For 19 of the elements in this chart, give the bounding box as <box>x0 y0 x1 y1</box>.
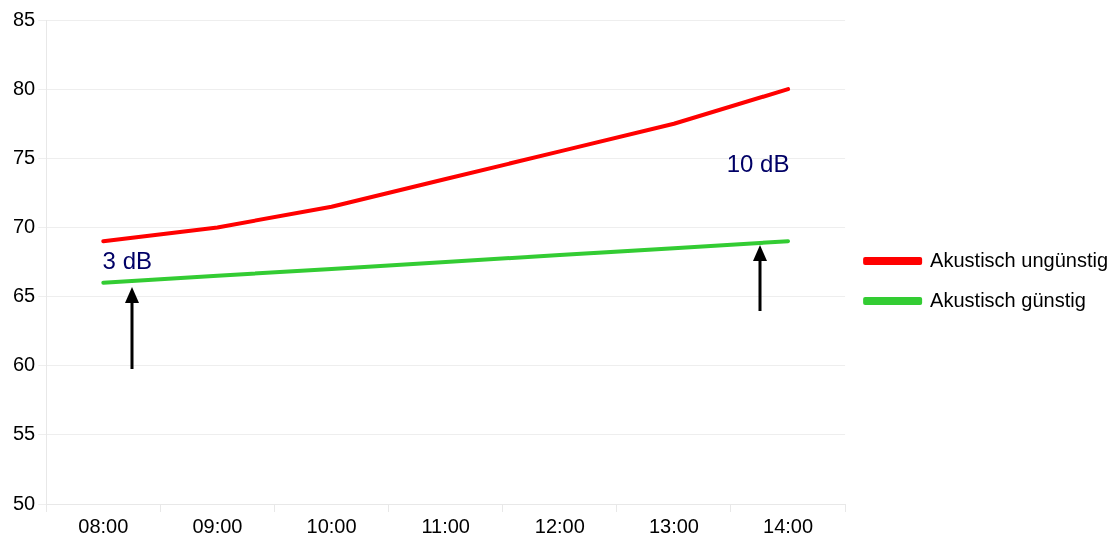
legend-label: Akustisch günstig <box>930 288 1086 311</box>
x-tick-label: 14:00 <box>763 514 814 537</box>
legend-label: Akustisch ungünstig <box>930 248 1109 271</box>
annotation: 3 dB <box>102 246 152 274</box>
y-tick-label: 55 <box>13 422 36 445</box>
y-tick-label: 75 <box>13 145 36 168</box>
annotation: 10 dB <box>726 149 790 177</box>
x-tick-label: 13:00 <box>648 514 699 537</box>
x-tick-label: 08:00 <box>78 514 129 537</box>
y-tick-label: 85 <box>13 7 36 30</box>
x-tick-label: 09:00 <box>192 514 243 537</box>
y-tick-label: 50 <box>13 491 36 514</box>
x-tick-label: 10:00 <box>306 514 357 537</box>
y-tick-label: 80 <box>13 76 36 99</box>
y-tick-label: 65 <box>13 284 36 307</box>
x-tick-label: 11:00 <box>421 514 470 537</box>
y-tick-label: 60 <box>13 353 36 376</box>
y-tick-label: 70 <box>13 214 36 237</box>
x-tick-label: 12:00 <box>534 514 585 537</box>
